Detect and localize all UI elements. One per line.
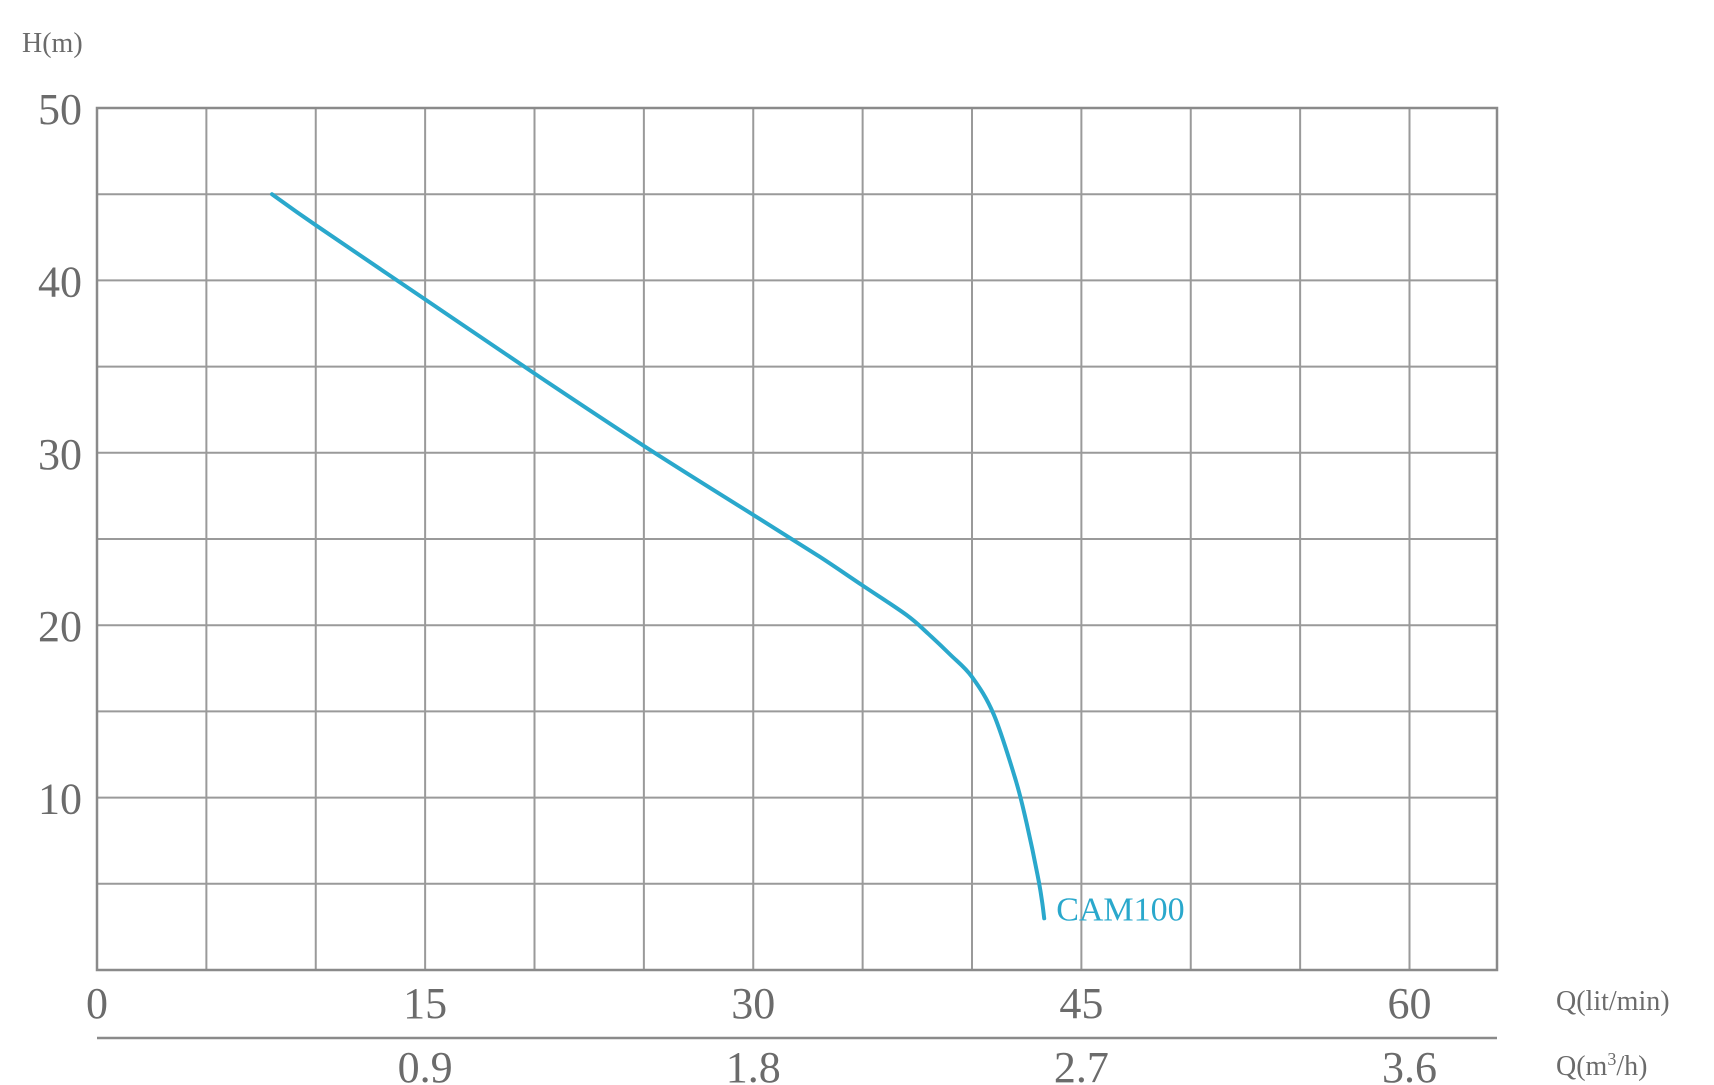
- x2-axis-title-sup: 3: [1607, 1049, 1616, 1069]
- x-tick-label: 30: [731, 979, 775, 1028]
- series-label: CAM100: [1056, 891, 1184, 928]
- y-tick-label: 10: [38, 775, 82, 824]
- x2-tick-label: 2.7: [1054, 1043, 1109, 1085]
- x2-tick-label: 0.9: [398, 1043, 453, 1085]
- series-line: [270, 192, 1047, 921]
- y-tick-label: 40: [38, 257, 82, 306]
- x2-tick-label: 3.6: [1382, 1043, 1437, 1085]
- grid: [95, 106, 1499, 1040]
- x2-axis-title: Q(m3/h): [1556, 1049, 1647, 1082]
- x2-tick-label: 1.8: [726, 1043, 781, 1085]
- y-axis-title: H(m): [22, 28, 83, 59]
- x-tick-label: 45: [1059, 979, 1103, 1028]
- x-tick-label: 0: [86, 979, 108, 1028]
- x-tick-label: 15: [403, 979, 447, 1028]
- x-tick-label: 60: [1388, 979, 1432, 1028]
- tick-labels: 10 20 30 40 50 0 15 30 45 60 0.9 1.8 2.7 3.6: [38, 85, 1437, 1085]
- y-tick-label: 30: [38, 430, 82, 479]
- x-axis-title: Q(lit/min): [1556, 986, 1670, 1017]
- x2-axis-title-prefix: Q(m: [1556, 1051, 1608, 1082]
- y-tick-label: 50: [38, 85, 82, 134]
- series: CAM100: [270, 192, 1185, 928]
- x2-axis-title-suffix: /h): [1616, 1051, 1647, 1082]
- y-tick-label: 20: [38, 602, 82, 651]
- plot-frame: [95, 106, 1499, 972]
